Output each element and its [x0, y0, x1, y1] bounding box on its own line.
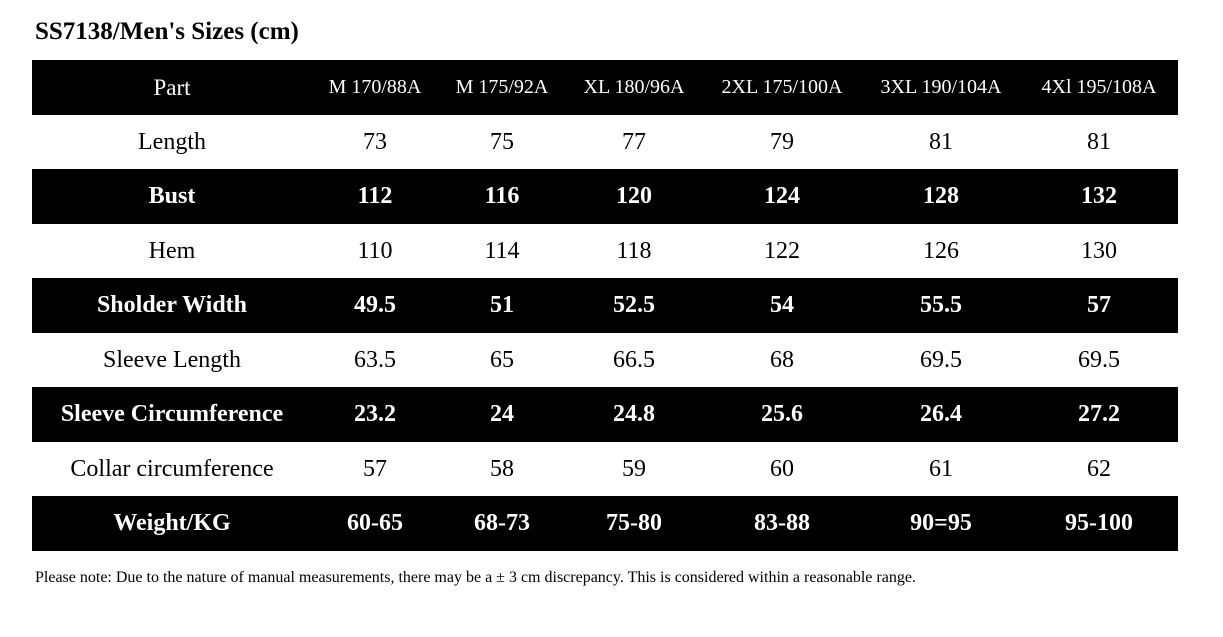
cell-value: 2XL 175/100A	[721, 76, 843, 98]
cell-value: 81	[1087, 128, 1111, 155]
table-row: Sleeve Circumference 23.2 24 24.8 25.6 26.4 27…	[32, 387, 1178, 442]
cell-value: 26.4	[920, 401, 962, 427]
cell-value: 118	[616, 237, 652, 264]
cell-value: 63.5	[354, 346, 396, 373]
cell-value: M 175/92A	[455, 76, 549, 98]
row-label: Length	[138, 128, 206, 155]
cell-value: 57	[363, 455, 387, 482]
cell-value: 90=95	[910, 510, 972, 536]
table-row: Sleeve Length 63.5 65 66.5 68 69.5 69.5	[32, 333, 1178, 388]
cell-value: 75	[490, 128, 514, 155]
cell-value: 77	[622, 128, 646, 155]
cell-value: 61	[929, 455, 953, 482]
cell-value: 27.2	[1078, 401, 1120, 427]
cell-value: 110	[357, 237, 393, 264]
cell-value: 60-65	[347, 510, 403, 536]
table-row: Hem 110 114 118 122 126 130	[32, 224, 1178, 279]
cell-value: 60	[770, 455, 794, 482]
cell-value: 3XL 190/104A	[880, 76, 1002, 98]
cell-value: 132	[1081, 183, 1117, 209]
cell-value: 68	[770, 346, 794, 373]
row-label: Part	[153, 75, 191, 100]
cell-value: 58	[490, 455, 514, 482]
cell-value: 69.5	[1078, 346, 1120, 373]
cell-value: 124	[764, 183, 800, 209]
cell-value: 79	[770, 128, 794, 155]
table-row: Bust 112 116 120 124 128 132	[32, 169, 1178, 224]
row-label: Collar circumference	[70, 455, 274, 482]
row-label: Sholder Width	[96, 292, 248, 318]
cell-value: 55.5	[920, 292, 962, 318]
cell-value: 52.5	[613, 292, 655, 318]
row-label: Bust	[148, 183, 196, 209]
cell-value: 116	[484, 183, 520, 209]
row-label: Hem	[148, 237, 196, 264]
cell-value: 69.5	[920, 346, 962, 373]
cell-value: 122	[764, 237, 800, 264]
cell-value: 81	[929, 128, 953, 155]
cell-value: 24	[490, 401, 514, 427]
cell-value: 51	[490, 292, 514, 318]
cell-value: 130	[1081, 237, 1117, 264]
table-row: Collar circumference 57 58 59 60 61 62	[32, 442, 1178, 497]
cell-value: 83-88	[754, 510, 810, 536]
cell-value: 120	[616, 183, 652, 209]
cell-value: 4Xl 195/108A	[1041, 76, 1157, 98]
cell-value: 25.6	[761, 401, 803, 427]
cell-value: 95-100	[1065, 510, 1133, 536]
cell-value: 128	[923, 183, 959, 209]
cell-value: 24.8	[613, 401, 655, 427]
note: Please note: Due to the nature of manual…	[35, 569, 916, 586]
cell-value: 59	[622, 455, 646, 482]
cell-value: 49.5	[354, 292, 396, 318]
cell-value: 54	[770, 292, 794, 318]
cell-value: 73	[363, 128, 387, 155]
header-row: Part M 170/88A M 175/92A XL 180/96A 2XL 175/…	[32, 60, 1178, 115]
row-label: Sleeve Circumference	[60, 401, 284, 427]
row-label: Weight/KG	[113, 510, 231, 536]
cell-value: 62	[1087, 455, 1111, 482]
cell-value: 114	[484, 237, 520, 264]
cell-value: 112	[357, 183, 393, 209]
cell-value: 126	[923, 237, 959, 264]
cell-value: 57	[1087, 292, 1111, 318]
cell-value: XL 180/96A	[583, 76, 685, 98]
cell-value: 23.2	[354, 401, 396, 427]
row-label: Sleeve Length	[103, 346, 241, 373]
cell-value: 66.5	[613, 346, 655, 373]
cell-value: 75-80	[606, 510, 662, 536]
table-row: Sholder Width 49.5 51 52.5 54 55.5 57	[32, 278, 1178, 333]
table-row: Length 73 75 77 79 81 81	[32, 115, 1178, 170]
cell-value: 68-73	[474, 510, 530, 536]
cell-value: M 170/88A	[328, 76, 422, 98]
cell-value: 65	[490, 346, 514, 373]
table-row: Weight/KG 60-65 68-73 75-80 83-88 90=95 95-100	[32, 496, 1178, 551]
title: SS7138/Men's Sizes (cm)	[35, 18, 299, 45]
